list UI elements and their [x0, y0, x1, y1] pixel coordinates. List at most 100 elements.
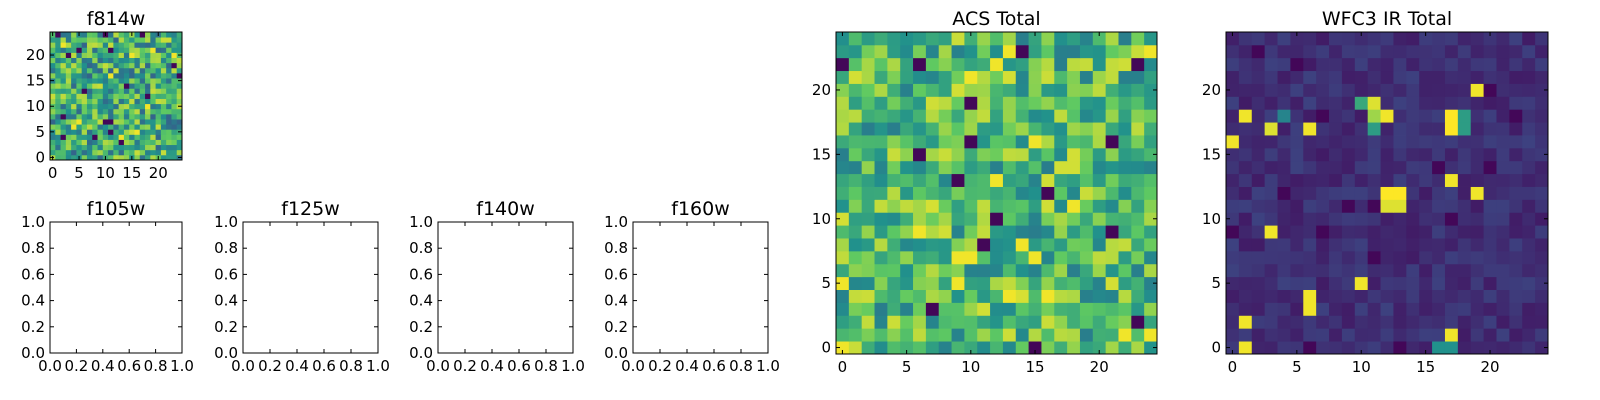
heatmap-cell	[874, 328, 888, 342]
heatmap-cell	[990, 32, 1004, 46]
heatmap-cell	[166, 139, 172, 146]
heatmap-cell	[1079, 302, 1094, 316]
heatmap-cell	[1226, 276, 1240, 290]
heatmap-cell	[113, 93, 120, 99]
heatmap-cell	[836, 122, 850, 136]
heatmap-cell	[60, 83, 67, 89]
heatmap-cell	[887, 173, 901, 187]
heatmap-cell	[92, 32, 98, 38]
heatmap-cell	[155, 37, 162, 43]
heatmap-cell	[951, 32, 965, 46]
y-tick-label: 1.0	[214, 213, 238, 231]
heatmap-cell	[1131, 57, 1145, 72]
heatmap-cell	[1406, 44, 1420, 59]
heatmap-cell	[139, 42, 146, 48]
heatmap-cell	[108, 119, 114, 125]
heatmap-cell	[836, 263, 850, 278]
x-tick-label: 0	[48, 164, 58, 182]
heatmap-cell	[1144, 225, 1158, 239]
heatmap-cell	[1303, 44, 1317, 59]
heatmap-cell	[938, 44, 952, 59]
heatmap-cell	[1444, 225, 1459, 239]
heatmap-cell	[1432, 328, 1446, 342]
heatmap-cell	[1341, 135, 1356, 149]
heatmap-cell	[150, 139, 156, 146]
heatmap-cell	[150, 47, 156, 53]
heatmap-cell	[145, 134, 151, 140]
heatmap-cell	[1406, 238, 1420, 252]
heatmap-cell	[1131, 96, 1145, 110]
heatmap-cell	[836, 212, 850, 226]
heatmap-cell	[1238, 109, 1253, 123]
heatmap-cell	[113, 144, 120, 151]
heatmap-cell	[1238, 276, 1253, 290]
heatmap-cell	[92, 113, 98, 120]
heatmap-cell	[139, 154, 146, 161]
heatmap-cell	[977, 225, 991, 239]
heatmap-cell	[76, 98, 83, 105]
heatmap-cell	[97, 149, 104, 156]
heatmap-cell	[1105, 70, 1119, 84]
heatmap-cell	[92, 103, 98, 110]
heatmap-cell	[874, 44, 888, 59]
y-tick-label: 0.0	[409, 344, 433, 362]
heatmap-cell	[1238, 96, 1253, 110]
heatmap-cell	[55, 108, 61, 115]
heatmap-cell	[1131, 122, 1145, 136]
heatmap-cell	[166, 154, 172, 161]
heatmap-cell	[1251, 238, 1266, 252]
heatmap-cell	[134, 139, 141, 146]
heatmap-cell	[1509, 83, 1523, 97]
heatmap-cell	[938, 212, 952, 226]
heatmap-cell	[874, 302, 888, 316]
heatmap-cell	[1105, 32, 1119, 46]
heatmap-cell	[925, 173, 940, 187]
heatmap-cell	[1341, 122, 1356, 136]
heatmap-cell	[1444, 96, 1459, 110]
heatmap-cell	[81, 139, 88, 146]
heatmap-cell	[166, 88, 172, 94]
heatmap-cell	[977, 44, 991, 59]
heatmap-cell	[81, 149, 88, 156]
y-tick-label: 0.6	[604, 265, 628, 283]
heatmap-cell	[836, 276, 850, 290]
heatmap-cell	[1144, 173, 1158, 187]
heatmap-cell	[1028, 250, 1042, 265]
heatmap-cell	[166, 47, 172, 53]
heatmap-cell	[118, 57, 125, 64]
heatmap-cell	[1277, 57, 1291, 72]
heatmap-cell	[1483, 44, 1497, 59]
heatmap-cell	[97, 52, 104, 58]
heatmap-cell	[71, 57, 77, 64]
heatmap-cell	[1406, 225, 1420, 239]
heatmap-cell	[887, 250, 901, 265]
heatmap-cell	[139, 103, 146, 110]
heatmap-cell	[86, 103, 93, 110]
heatmap-cell	[1522, 57, 1536, 72]
heatmap-cell	[60, 103, 67, 110]
heatmap-cell	[887, 315, 901, 329]
heatmap-cell	[1509, 315, 1523, 329]
heatmap-cell	[1264, 212, 1278, 226]
heatmap-cell	[76, 83, 83, 89]
heatmap-cell	[1131, 135, 1145, 149]
heatmap-cell	[1380, 302, 1394, 316]
heatmap-cell	[1092, 96, 1107, 110]
heatmap-cell	[1509, 57, 1523, 72]
heatmap-cell	[1015, 250, 1029, 265]
heatmap-cell	[76, 103, 83, 110]
heatmap-cell	[113, 119, 120, 125]
heatmap-cell	[848, 57, 863, 72]
heatmap-cell	[118, 134, 125, 140]
heatmap-cell	[1341, 83, 1356, 97]
heatmap-cell	[65, 103, 72, 110]
heatmap-cell	[97, 113, 104, 120]
heatmap-cell	[874, 173, 888, 187]
heatmap-cell	[1483, 328, 1497, 342]
heatmap-cell	[1264, 147, 1278, 162]
heatmap-cell	[887, 57, 901, 72]
heatmap-cell	[1329, 32, 1343, 46]
heatmap-cell	[71, 32, 77, 38]
heatmap-cell	[1131, 225, 1145, 239]
heatmap-cell	[1226, 109, 1240, 123]
